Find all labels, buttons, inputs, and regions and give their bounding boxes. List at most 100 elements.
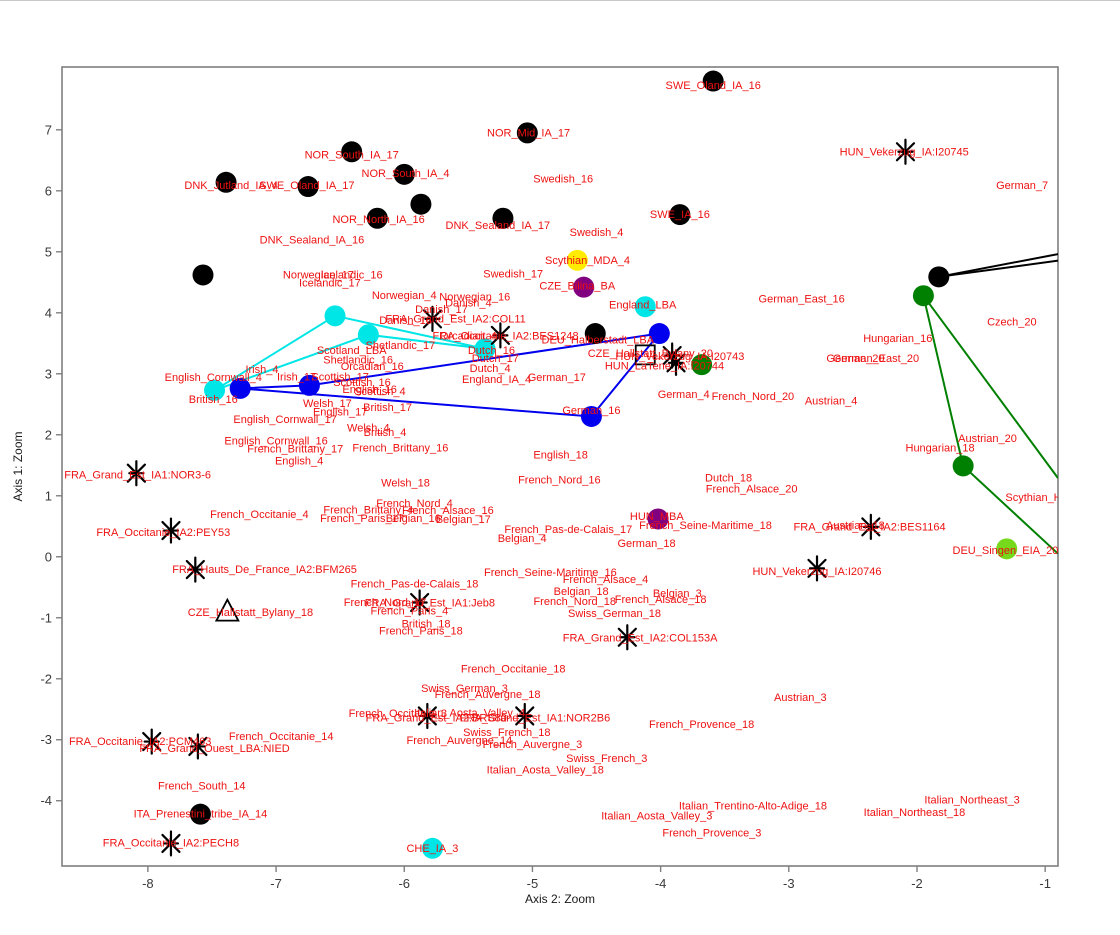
point-label: Icelandic_17: [299, 277, 361, 289]
data-point-fra-grand-est-ia2-bes1164[interactable]: [861, 513, 881, 540]
data-point-unlabeled[interactable]: [691, 354, 713, 376]
point-label: FRA_Occitanie_IA2:PCM463: [69, 736, 211, 748]
data-point-fra-grand-est-ia1-nor2b6[interactable]: [515, 702, 535, 730]
point-label: French_Alsace_16: [402, 505, 494, 517]
data-point-dnk-jutland-ia-4[interactable]: [215, 171, 237, 193]
data-point-nor-mid-ia-17[interactable]: [516, 122, 538, 144]
data-point-swe-oland-ia-17[interactable]: [297, 176, 319, 198]
point-label: English_17: [313, 407, 367, 419]
data-point-england-lba[interactable]: [634, 296, 656, 318]
point-label: HUN_Vekerzug_IA:I20743: [615, 351, 744, 363]
data-point-unlabeled[interactable]: [648, 323, 670, 345]
point-label: French_Provence_3: [662, 828, 761, 840]
x-axis-tick-label: -4: [655, 876, 667, 891]
point-label: England_LBA: [609, 299, 677, 311]
point-label: DNK_Sealand_IA_17: [446, 220, 551, 232]
data-point-fra-grand-est-ia1-jeb8[interactable]: [410, 589, 430, 616]
data-point-hun-mba[interactable]: [647, 508, 669, 530]
data-point-unlabeled[interactable]: [928, 266, 950, 288]
data-point-fra-occitanie-ia2-bes1248[interactable]: [490, 322, 510, 349]
point-label: Norwegian_16: [439, 291, 510, 303]
data-point-fra-grand-est-ia1-nor3-6[interactable]: [126, 460, 146, 487]
point-label: Italian_Northeast_3: [924, 795, 1019, 807]
data-point-fra-hauts-de-france-ia2-bfm265[interactable]: [185, 556, 205, 583]
point-label: Danish_17: [415, 304, 468, 316]
data-point-cze-hallstatt-bylany-18[interactable]: [214, 597, 240, 622]
point-label: French_Nord_18: [533, 596, 616, 608]
data-point-unlabeled[interactable]: [192, 264, 214, 286]
point-label: NOR_Mid_IA_17: [487, 127, 570, 139]
point-label: German_18: [617, 538, 675, 550]
data-point-unlabeled[interactable]: [912, 285, 934, 307]
point-label: Swedish_17: [483, 268, 543, 280]
point-label: Swedish_4: [570, 227, 624, 239]
data-point-british-16[interactable]: [204, 379, 226, 401]
point-label: French_South_14: [158, 781, 245, 793]
data-point-cze-bilina-ba[interactable]: [573, 276, 595, 298]
y-axis-tick-label: 2: [45, 427, 52, 442]
data-point-fra-occitanie-ia2-pey53[interactable]: [161, 517, 181, 544]
point-label: CZE_Hallstatt_Bylany_20: [588, 348, 713, 360]
point-label: French_Paris_18: [379, 626, 463, 638]
point-label: French_Brittany_16: [352, 443, 448, 455]
data-point-hun-vekerzug-ia-i20745[interactable]: [895, 138, 916, 165]
data-point-unlabeled[interactable]: [410, 193, 432, 215]
data-point-scythian-mda-4[interactable]: [566, 249, 588, 271]
data-point-fra-occitanie-ia2-pech8[interactable]: [161, 830, 181, 857]
point-label: Danish_16: [379, 315, 432, 327]
point-label: FRA_Hauts_De_France_IA2:BFM265: [172, 564, 357, 576]
point-label: French_Alsace_20: [706, 484, 798, 496]
point-label: Belgian_3: [653, 588, 702, 600]
data-point-deu-singen-eia-20[interactable]: [996, 538, 1018, 560]
data-point-german-16[interactable]: [580, 405, 602, 427]
data-point-che-ia-3[interactable]: [421, 837, 443, 859]
connector-line: [938, 253, 1058, 278]
x-axis-tick-label: -6: [398, 876, 410, 891]
point-label: England_IA_4: [462, 374, 531, 386]
point-label: Irish_4: [245, 364, 278, 376]
data-point-fra-grand-est-ia2-col153a[interactable]: [617, 624, 637, 651]
point-label: NOR_South_IA_4: [362, 168, 450, 180]
point-label: FRA_Grand_Ouest_LBA:NIED: [139, 743, 289, 755]
point-label: SWE_IA_16: [650, 209, 710, 221]
y-axis-title: Axis 1: Zoom: [11, 431, 25, 501]
data-point-fra-occitanie-ia2-pcm463[interactable]: [142, 728, 162, 755]
data-point-unlabeled[interactable]: [229, 377, 251, 399]
data-point-unlabeled[interactable]: [324, 305, 346, 327]
point-label: Dutch_17: [472, 353, 519, 365]
data-point-fra-grand-ouest-lba-nied[interactable]: [188, 733, 208, 760]
data-point-unlabeled[interactable]: [298, 374, 320, 396]
data-point-nor-north-ia-16[interactable]: [366, 207, 388, 229]
data-point-swe-oland-ia-16[interactable]: [702, 70, 724, 92]
data-point-nor-south-ia-17[interactable]: [341, 141, 363, 163]
data-point-ita-prenestini-tribe-ia-14[interactable]: [189, 803, 211, 825]
y-axis-tick-label: 3: [45, 366, 52, 381]
data-point-cze-hallstatt-bylany-20[interactable]: [634, 344, 656, 366]
point-label: Austrian_4: [805, 396, 858, 408]
point-label: French_Occitanie_14: [229, 731, 334, 743]
data-point-swe-ia-16[interactable]: [669, 204, 691, 226]
data-point-hungarian-18[interactable]: [952, 455, 974, 477]
data-point-hun-latene-ia-i20744[interactable]: [666, 349, 686, 376]
data-point-nor-south-ia-4[interactable]: [393, 163, 415, 185]
point-label: CZE_Hallstatt_Bylany_18: [188, 607, 313, 619]
point-label: Dutch_4: [470, 363, 511, 375]
point-label: Welsh_4: [347, 423, 390, 435]
point-label: Irish_17: [277, 371, 316, 383]
y-axis-tick-label: 7: [45, 122, 52, 137]
point-label: French_Auvergne_3: [483, 739, 583, 751]
data-point-hun-vekerzug-ia-i20746[interactable]: [807, 555, 827, 582]
data-point-fra-grand-est-ia2-brs80[interactable]: [417, 702, 437, 730]
point-label: Shetlandic_16: [323, 354, 393, 366]
point-label: British_17: [363, 402, 412, 414]
point-label: English_18: [533, 449, 587, 461]
data-point-unlabeled[interactable]: [357, 324, 379, 346]
data-point-deu-halberstadt-lba[interactable]: [584, 323, 606, 345]
data-point-fra-grand-est-ia2-col11[interactable]: [422, 305, 443, 332]
point-label: French_Occitanie_3: [349, 708, 447, 720]
point-label: French_Pas-de-Calais_17: [504, 524, 632, 536]
connector-line: [922, 295, 1058, 555]
data-point-dnk-sealand-ia-17[interactable]: [492, 207, 514, 229]
data-point-unlabeled[interactable]: [474, 338, 496, 360]
connector-line: [922, 295, 1058, 479]
